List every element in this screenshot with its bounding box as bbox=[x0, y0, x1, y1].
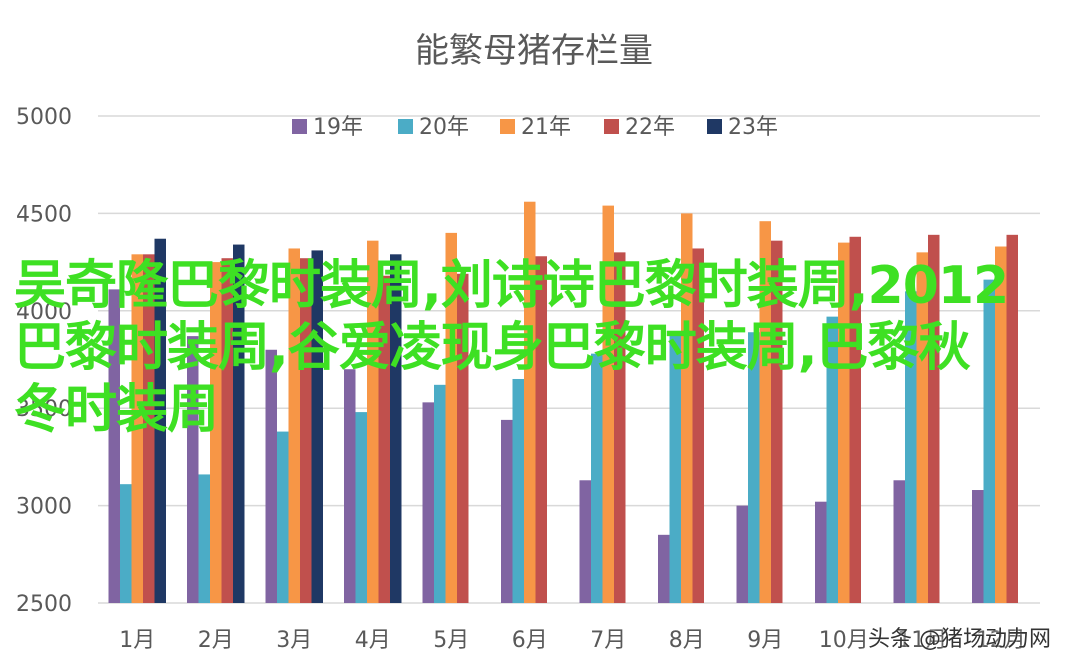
bar bbox=[187, 336, 199, 603]
bar bbox=[378, 275, 390, 603]
legend-label: 19年 bbox=[313, 115, 363, 140]
bar bbox=[614, 252, 626, 604]
bar bbox=[512, 378, 524, 603]
y-tick-label: 3000 bbox=[16, 495, 72, 520]
x-tick-label: 9月 bbox=[747, 628, 783, 653]
bar bbox=[422, 402, 434, 603]
bar bbox=[367, 240, 379, 603]
y-axis-ticks: 2500 3000 3500 4000 4500 5000 bbox=[16, 105, 72, 617]
bar bbox=[300, 258, 312, 603]
y-tick-label: 5000 bbox=[16, 105, 72, 130]
bar bbox=[916, 252, 928, 604]
x-tick-label: 7月 bbox=[590, 628, 626, 653]
x-tick-label: 6月 bbox=[512, 628, 548, 653]
legend-swatch bbox=[398, 119, 413, 134]
bar bbox=[736, 505, 748, 603]
x-tick-label: 1月 bbox=[119, 628, 155, 653]
bar bbox=[849, 236, 861, 603]
x-tick-label: 2月 bbox=[198, 628, 234, 653]
bar bbox=[210, 262, 222, 603]
bar bbox=[983, 279, 995, 603]
bar bbox=[344, 369, 356, 603]
watermark: 头条 @猪场动力网 bbox=[868, 621, 1051, 653]
legend-label: 22年 bbox=[625, 115, 675, 140]
x-tick-label: 12月 bbox=[976, 628, 1026, 653]
y-tick-label: 4000 bbox=[16, 300, 72, 325]
legend-swatch bbox=[292, 119, 307, 134]
bar bbox=[221, 258, 233, 603]
bar bbox=[445, 232, 457, 603]
bar bbox=[277, 431, 289, 603]
bar bbox=[748, 332, 760, 603]
x-tick-label: 11月 bbox=[897, 628, 947, 653]
x-tick-label: 3月 bbox=[276, 628, 312, 653]
legend: 19年 20年 21年 22年 23年 bbox=[292, 115, 778, 140]
bars-group bbox=[108, 201, 1018, 604]
x-tick-label: 8月 bbox=[669, 628, 705, 653]
bar bbox=[311, 250, 323, 604]
bar bbox=[457, 273, 469, 603]
watermark-text: 头条 @猪场动力网 bbox=[868, 627, 1051, 652]
bar bbox=[524, 201, 536, 603]
legend-swatch bbox=[604, 119, 619, 134]
bar bbox=[579, 480, 591, 603]
x-tick-label: 10月 bbox=[819, 628, 869, 653]
bar bbox=[154, 238, 166, 603]
legend-label: 21年 bbox=[521, 115, 571, 140]
bar bbox=[928, 234, 940, 603]
bar bbox=[826, 316, 838, 603]
bar bbox=[233, 244, 245, 603]
chart-title: 能繁母猪存栏量 bbox=[415, 31, 653, 71]
legend-swatch bbox=[500, 119, 515, 134]
bar bbox=[893, 480, 905, 603]
y-tick-label: 4500 bbox=[16, 202, 72, 227]
legend-label: 20年 bbox=[419, 115, 469, 140]
bar bbox=[265, 349, 277, 603]
bar bbox=[131, 254, 143, 604]
bar bbox=[120, 484, 132, 603]
bar bbox=[602, 205, 614, 603]
bar bbox=[658, 534, 670, 603]
legend-label: 23年 bbox=[728, 115, 778, 140]
bar bbox=[681, 213, 693, 603]
bar bbox=[434, 384, 446, 603]
x-tick-label: 4月 bbox=[355, 628, 391, 653]
bar bbox=[390, 254, 402, 604]
bar bbox=[815, 501, 827, 603]
bar bbox=[771, 240, 783, 603]
bar bbox=[288, 248, 300, 604]
bar bbox=[972, 490, 984, 603]
bar bbox=[692, 248, 704, 604]
bar bbox=[669, 332, 681, 603]
x-axis-ticks: 1月 2月 3月 4月 5月 6月 7月 8月 9月 10月 11月 12月 bbox=[119, 628, 1026, 653]
bar bbox=[838, 242, 850, 603]
bar bbox=[995, 246, 1007, 604]
y-tick-label: 3500 bbox=[16, 397, 72, 422]
gridlines bbox=[98, 115, 1040, 604]
bar bbox=[1006, 234, 1018, 603]
bar bbox=[355, 412, 367, 603]
bar bbox=[905, 291, 917, 603]
bar bbox=[143, 254, 155, 604]
y-tick-label: 2500 bbox=[16, 592, 72, 617]
bar bbox=[591, 353, 603, 603]
x-tick-label: 5月 bbox=[433, 628, 469, 653]
bar bbox=[759, 221, 771, 603]
bar bbox=[535, 256, 547, 603]
bar bbox=[501, 419, 513, 603]
legend-swatch bbox=[707, 119, 722, 134]
bar bbox=[198, 474, 210, 603]
bar bbox=[108, 289, 120, 603]
